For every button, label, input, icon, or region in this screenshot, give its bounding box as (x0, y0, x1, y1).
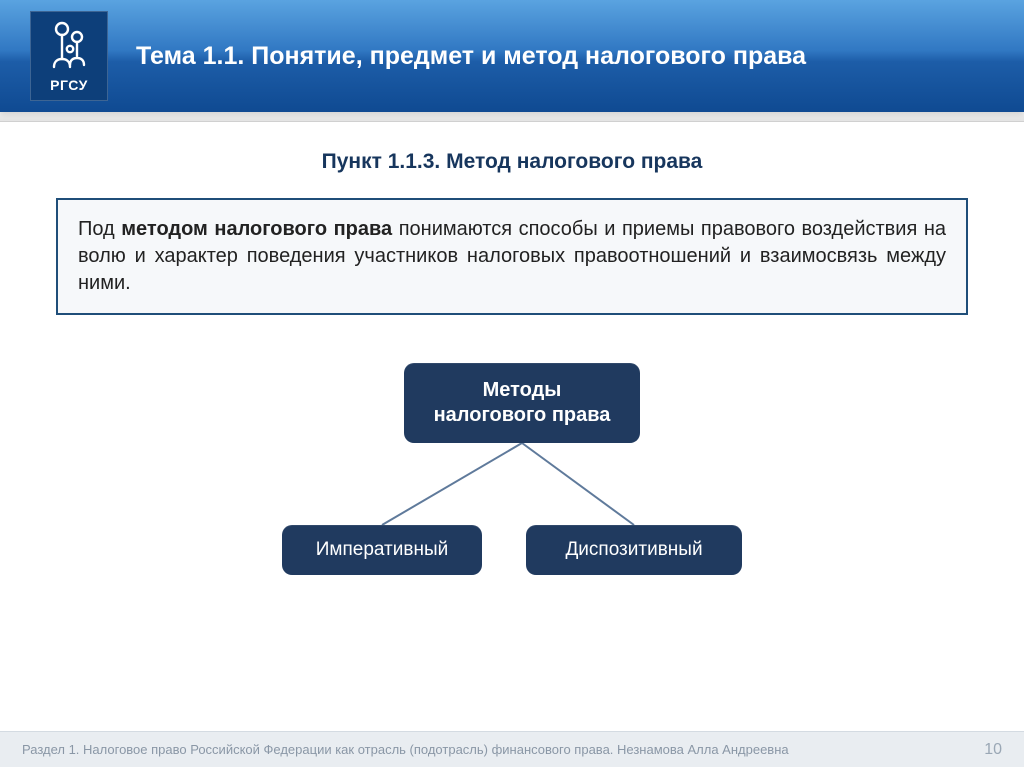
definition-term: методом налогового права (121, 218, 392, 240)
header-divider (0, 112, 1024, 122)
subtitle: Пункт 1.1.3. Метод налогового права (56, 150, 968, 174)
logo-label: РГСУ (50, 77, 88, 93)
page-title: Тема 1.1. Понятие, предмет и метод налог… (136, 42, 806, 71)
footer-text: Раздел 1. Налоговое право Российской Фед… (22, 742, 789, 757)
content-area: Пункт 1.1.3. Метод налогового права Под … (0, 122, 1024, 623)
page-number: 10 (984, 741, 1002, 759)
diagram-node-root: Методы налогового права (404, 363, 640, 443)
diagram-node-right: Диспозитивный (526, 525, 742, 575)
header: РГСУ Тема 1.1. Понятие, предмет и метод … (0, 0, 1024, 112)
people-icon (46, 19, 92, 75)
diagram: Методы налогового права Императивный Дис… (56, 363, 968, 623)
node-label: Императивный (316, 539, 448, 561)
node-label: Диспозитивный (565, 539, 702, 561)
logo: РГСУ (30, 11, 108, 101)
diagram-node-left: Императивный (282, 525, 482, 575)
definition-box: Под методом налогового права понимаются … (56, 198, 968, 315)
footer: Раздел 1. Налоговое право Российской Фед… (0, 731, 1024, 767)
definition-prefix: Под (78, 218, 121, 240)
node-label: Методы налогового права (434, 378, 611, 428)
